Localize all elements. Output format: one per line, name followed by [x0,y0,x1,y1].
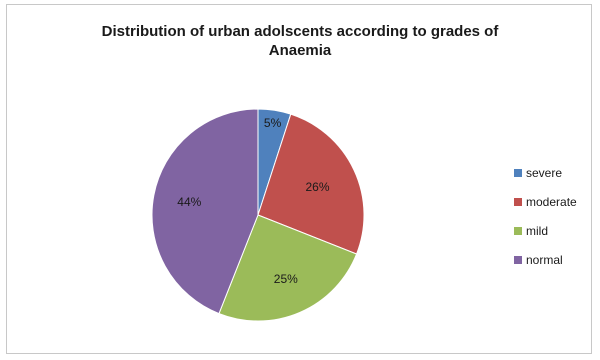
legend-swatch-mild [514,227,522,235]
data-label-moderate: 26% [305,180,329,194]
pie-slices [151,108,365,322]
legend-label-moderate: moderate [526,195,577,209]
legend-label-normal: normal [526,253,563,267]
chart-title-line-2: Anaemia [268,42,332,59]
legend-label-severe: severe [526,166,562,180]
pie-slice-normal [151,108,259,315]
legend: severe moderate mild normal [514,166,577,267]
data-label-normal: 44% [177,195,201,209]
chart-title-line-1: Distribution of urban adolscents accordi… [101,23,499,40]
data-label-severe: 5% [264,116,282,130]
legend-swatch-moderate [514,198,522,206]
pie-slice-moderate [257,113,365,255]
legend-label-mild: mild [526,224,548,238]
chart-title: Distribution of urban adolscents accordi… [0,22,600,60]
legend-swatch-severe [514,169,522,177]
pie-slice-mild [218,214,358,322]
legend-swatch-normal [514,256,522,264]
data-label-mild: 25% [274,272,298,286]
pie-data-labels: 5% 26% 25% 44% [177,116,330,286]
